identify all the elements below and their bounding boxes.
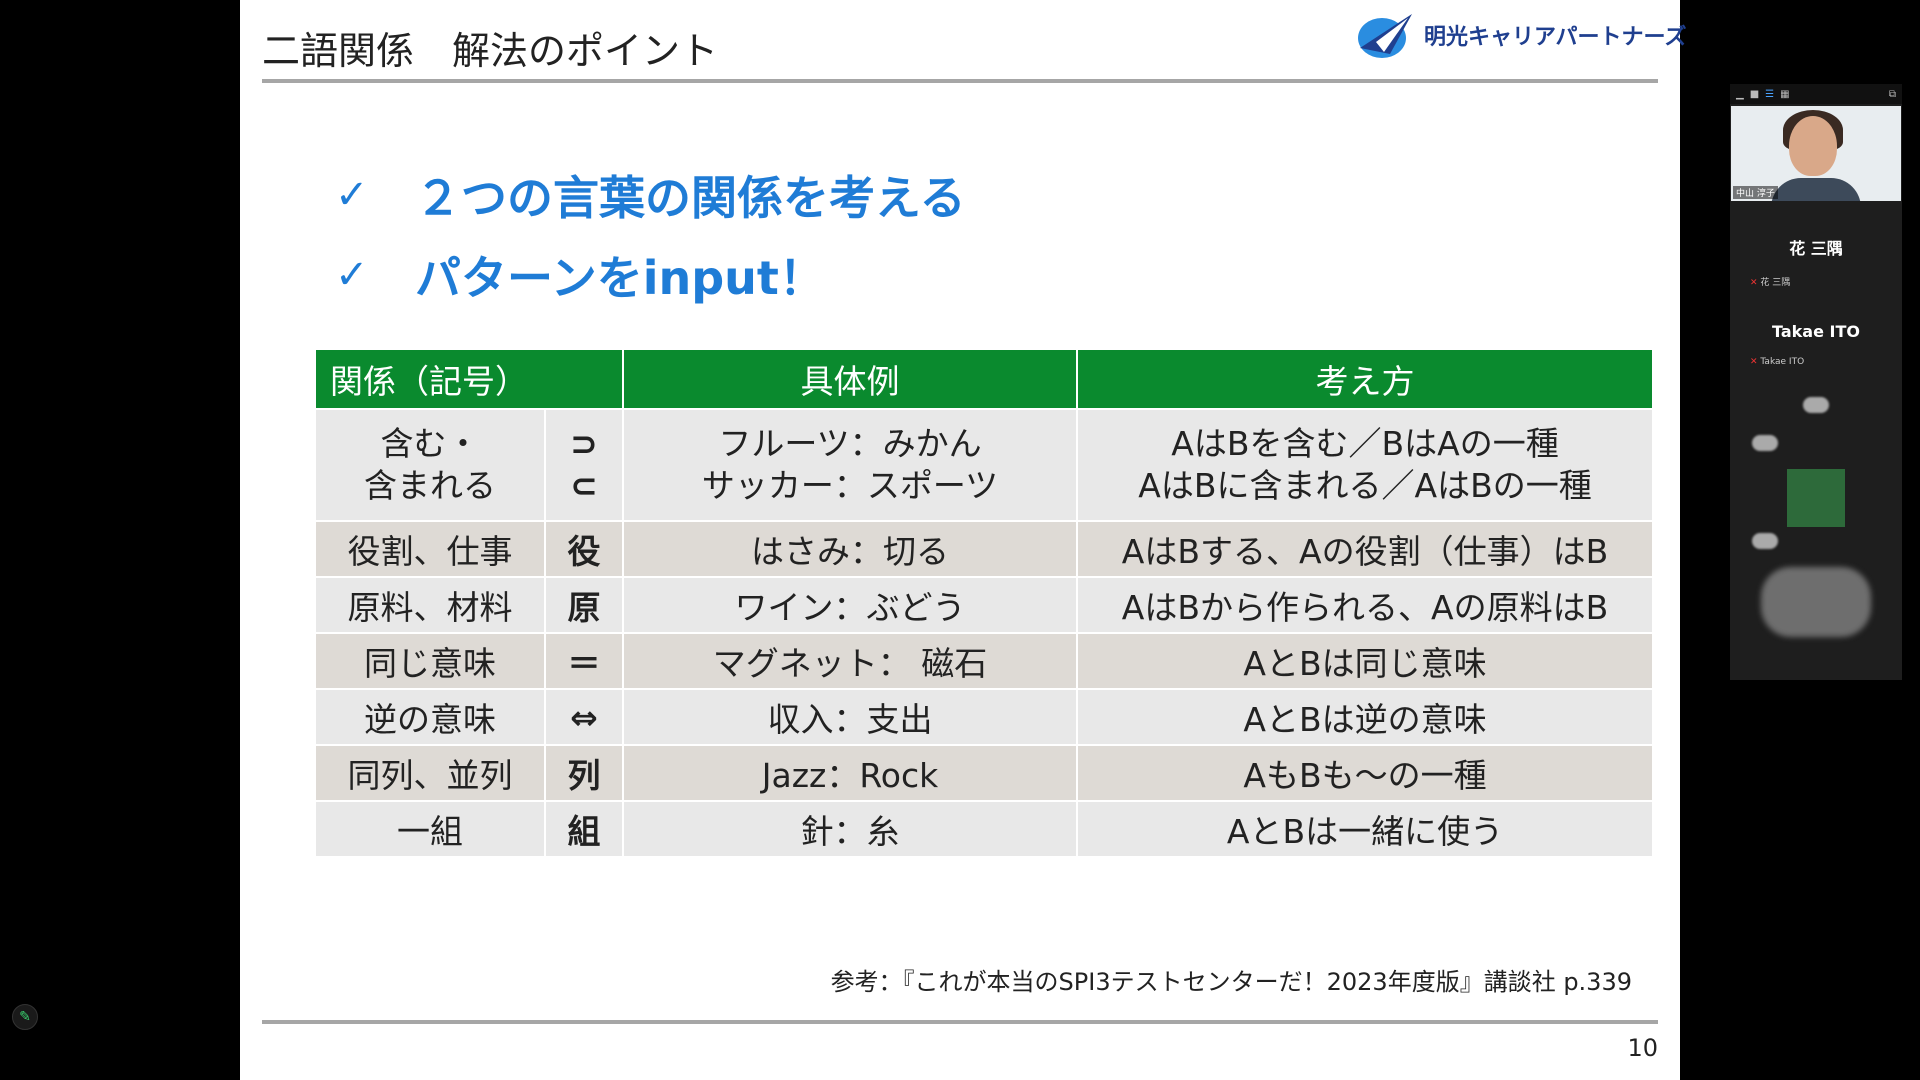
table-row: 役割、仕事 役 はさみ：切る AはBする、Aの役割（仕事）はB	[314, 520, 1654, 578]
participant-label: ✕ Takae ITO	[1750, 357, 1805, 367]
cell-approach: AはBする、Aの役割（仕事）はB	[1076, 520, 1654, 578]
cell-symbol: 役	[543, 520, 625, 578]
participant-label: ✕ 花 三隅	[1750, 278, 1791, 288]
table-row: 一組 組 針：糸 AとBは一緒に使う	[314, 800, 1654, 858]
participant-avatar-tile	[1787, 469, 1845, 527]
participant-name: Takae ITO	[1772, 322, 1860, 341]
video-name-label: 中山 淳子	[1733, 186, 1778, 199]
cell-approach: AとBは逆の意味	[1076, 688, 1654, 746]
blurred-participant	[1803, 397, 1829, 413]
blurred-label	[1752, 533, 1778, 549]
cell-symbol: 列	[543, 744, 625, 802]
popout-icon[interactable]: ⧉	[1888, 88, 1896, 100]
cell-example: フルーツ：みかん サッカー：スポーツ	[622, 408, 1078, 522]
cell-relation: 逆の意味	[314, 688, 546, 746]
table-row: 含む・ 含まれる ⊃ ⊂ フルーツ：みかん サッカー：スポーツ AはBを含む／B…	[314, 408, 1654, 522]
presentation-slide: 二語関係 解法のポイント 明光キャリアパートナーズ ✓ ２つの言葉の関係を考える…	[240, 0, 1686, 1080]
panel-toolbar: ▁ ■ ☰ ▦ ⧉	[1730, 84, 1902, 104]
blurred-label	[1752, 435, 1778, 451]
cell-symbol: 原	[543, 576, 625, 634]
cell-relation: 一組	[314, 800, 546, 858]
cell-example: マグネット： 磁石	[622, 632, 1078, 690]
cell-approach: AもBも～の一種	[1076, 744, 1654, 802]
company-logo: 明光キャリアパートナーズ	[1350, 8, 1686, 62]
cell-example: 収入：支出	[622, 688, 1078, 746]
table-header-row: 関係（記号） 具体例 考え方	[314, 348, 1654, 410]
check-icon: ✓	[335, 172, 369, 218]
header-example: 具体例	[622, 348, 1078, 410]
cell-relation: 同じ意味	[314, 632, 546, 690]
pen-icon[interactable]: ✎	[12, 1004, 38, 1030]
header-relation: 関係（記号）	[314, 348, 624, 410]
reference-note: 参考：『これが本当のSPI3テストセンターだ！2023年度版』講談社 p.339	[830, 968, 1632, 996]
cell-example: Jazz：Rock	[622, 744, 1078, 802]
page-number: 10	[1627, 1034, 1658, 1062]
mic-muted-icon: ✕	[1750, 278, 1758, 288]
table-row: 同列、並列 列 Jazz：Rock AもBも～の一種	[314, 744, 1654, 802]
relation-table: 関係（記号） 具体例 考え方 含む・ 含まれる ⊃ ⊂ フルーツ：みかん サッカ…	[314, 348, 1654, 858]
cell-relation: 含む・ 含まれる	[314, 408, 546, 522]
single-view-icon[interactable]: ■	[1749, 88, 1760, 100]
cell-symbol: 組	[543, 800, 625, 858]
cell-symbol: ＝	[543, 632, 625, 690]
cell-relation: 役割、仕事	[314, 520, 546, 578]
cell-approach: AはBを含む／BはAの一種 AはBに含まれる／AはBの一種	[1076, 408, 1654, 522]
cell-relation: 原料、材料	[314, 576, 546, 634]
slide-title: 二語関係 解法のポイント	[262, 29, 719, 73]
participant-video[interactable]: 中山 淳子	[1731, 106, 1901, 201]
bullet-item: ✓ ２つの言葉の関係を考える	[335, 155, 966, 235]
logo-icon	[1358, 14, 1412, 58]
cell-symbol: ⇔	[543, 688, 625, 746]
table-row: 逆の意味 ⇔ 収入：支出 AとBは逆の意味	[314, 688, 1654, 746]
title-divider	[262, 79, 1658, 83]
minimize-icon[interactable]: ▁	[1736, 88, 1744, 100]
cell-example: はさみ：切る	[622, 520, 1078, 578]
strip-view-icon[interactable]: ☰	[1765, 88, 1775, 100]
participants-panel: ▁ ■ ☰ ▦ ⧉ 中山 淳子 花 三隅 ✕ 花 三隅 Takae ITO ✕ …	[1730, 84, 1902, 680]
mic-muted-icon: ✕	[1750, 357, 1758, 367]
table-row: 原料、材料 原 ワイン：ぶどう AはBから作られる、Aの原料はB	[314, 576, 1654, 634]
cell-approach: AとBは同じ意味	[1076, 632, 1654, 690]
participant-name: 花 三隅	[1789, 239, 1843, 258]
video-face	[1789, 116, 1837, 176]
cell-approach: AとBは一緒に使う	[1076, 800, 1654, 858]
key-points: ✓ ２つの言葉の関係を考える ✓ パターンをinput！	[335, 155, 966, 315]
blurred-participant	[1761, 567, 1871, 637]
cell-symbol: ⊃ ⊂	[543, 408, 625, 522]
bullet-item: ✓ パターンをinput！	[335, 235, 966, 315]
cell-relation: 同列、並列	[314, 744, 546, 802]
footer-divider	[262, 1020, 1658, 1024]
cell-example: ワイン：ぶどう	[622, 576, 1078, 634]
table-row: 同じ意味 ＝ マグネット： 磁石 AとBは同じ意味	[314, 632, 1654, 690]
cell-approach: AはBから作られる、Aの原料はB	[1076, 576, 1654, 634]
video-shirt	[1771, 178, 1861, 201]
header-approach: 考え方	[1076, 348, 1654, 410]
check-icon: ✓	[335, 252, 369, 298]
grid-view-icon[interactable]: ▦	[1780, 88, 1790, 100]
cell-example: 針：糸	[622, 800, 1078, 858]
logo-text: 明光キャリアパートナーズ	[1424, 25, 1687, 50]
bullet-text: パターンをinput！	[415, 251, 825, 305]
bullet-text: ２つの言葉の関係を考える	[415, 171, 966, 225]
